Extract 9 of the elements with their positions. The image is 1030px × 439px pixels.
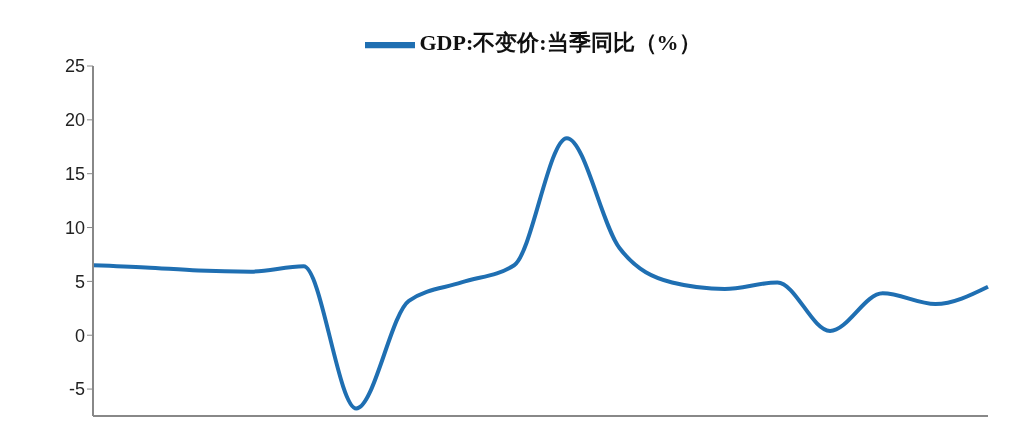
legend-label: GDP:不变价:当季同比（%）	[419, 30, 701, 56]
y-tick-label: 5	[74, 271, 85, 292]
y-tick-label: 0	[74, 325, 85, 346]
y-tick-label: 15	[64, 164, 85, 185]
y-tick-label: 20	[64, 110, 85, 131]
line-series	[91, 136, 990, 411]
y-tick-label: -5	[68, 379, 85, 400]
y-tick-label: 10	[64, 217, 85, 238]
y-tick-label: 25	[64, 56, 85, 77]
